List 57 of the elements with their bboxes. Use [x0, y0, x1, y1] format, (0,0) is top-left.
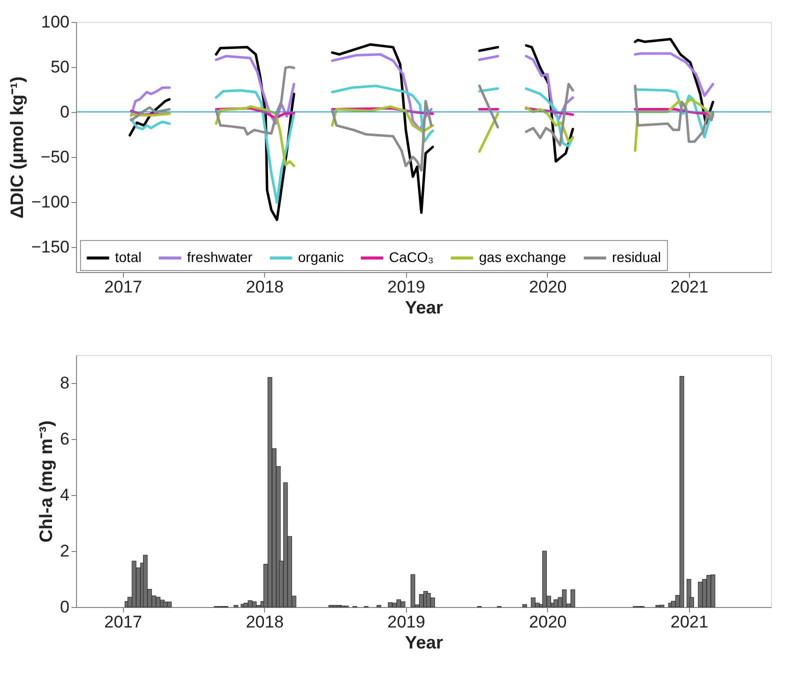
y-tick-label: 50 — [50, 57, 70, 76]
bar — [680, 376, 684, 608]
y-tick-label: −150 — [31, 237, 70, 256]
x-axis-title: Year — [404, 298, 444, 318]
bar — [388, 602, 393, 608]
bar — [167, 602, 172, 608]
y-tick-label: 2 — [60, 542, 70, 560]
x-tick-label: 2020 — [528, 612, 567, 632]
legend-label: total — [115, 249, 142, 265]
bar — [710, 574, 716, 608]
legend-label: residual — [612, 249, 662, 265]
bar — [132, 560, 136, 608]
bar — [156, 596, 160, 608]
bar — [410, 574, 416, 608]
x-tick-label: 2018 — [246, 278, 284, 296]
x-tick-label: 2017 — [104, 612, 142, 632]
legend-label: CaCO₃ — [389, 249, 434, 265]
bar — [268, 377, 272, 608]
y-tick-label: 100 — [41, 12, 70, 32]
bar — [542, 550, 547, 608]
y-tick-label: 0 — [60, 598, 70, 616]
x-tick-label: 2020 — [528, 278, 567, 296]
y-tick-label: 4 — [60, 486, 70, 504]
bar — [522, 604, 528, 608]
bar — [570, 589, 576, 608]
bar — [396, 599, 402, 608]
y-tick-label: 8 — [60, 374, 70, 392]
bar — [162, 602, 168, 608]
bar — [252, 601, 257, 608]
x-tick-label: 2021 — [670, 278, 708, 296]
legend-label: organic — [298, 249, 344, 265]
x-axis-title: Year — [404, 632, 444, 652]
x-tick-label: 2018 — [246, 612, 284, 632]
bar — [244, 602, 248, 608]
x-tick-label: 2021 — [670, 612, 708, 632]
y-tick-label: 6 — [60, 430, 70, 448]
bar — [400, 601, 406, 608]
bar — [143, 554, 148, 608]
bar — [426, 592, 431, 608]
y-axis-title: Chl-a (mg m⁻³) — [36, 420, 56, 542]
bar — [430, 597, 435, 608]
bar — [702, 578, 707, 608]
legend-label: freshwater — [187, 249, 253, 265]
bar — [248, 600, 252, 608]
y-tick-label: −50 — [40, 147, 70, 166]
bar — [419, 594, 424, 608]
y-tick-label: −100 — [31, 192, 70, 212]
bar — [562, 589, 567, 608]
bar — [392, 602, 397, 608]
legend-label: gas exchange — [479, 249, 566, 265]
y-tick-label: 0 — [60, 102, 70, 122]
bar — [283, 482, 288, 608]
x-tick-label: 2017 — [104, 278, 142, 296]
y-axis-title: ΔDIC (μmol kg⁻¹) — [7, 76, 28, 218]
x-tick-label: 2019 — [387, 612, 426, 632]
bar — [554, 599, 558, 608]
x-tick-label: 2019 — [387, 278, 426, 296]
